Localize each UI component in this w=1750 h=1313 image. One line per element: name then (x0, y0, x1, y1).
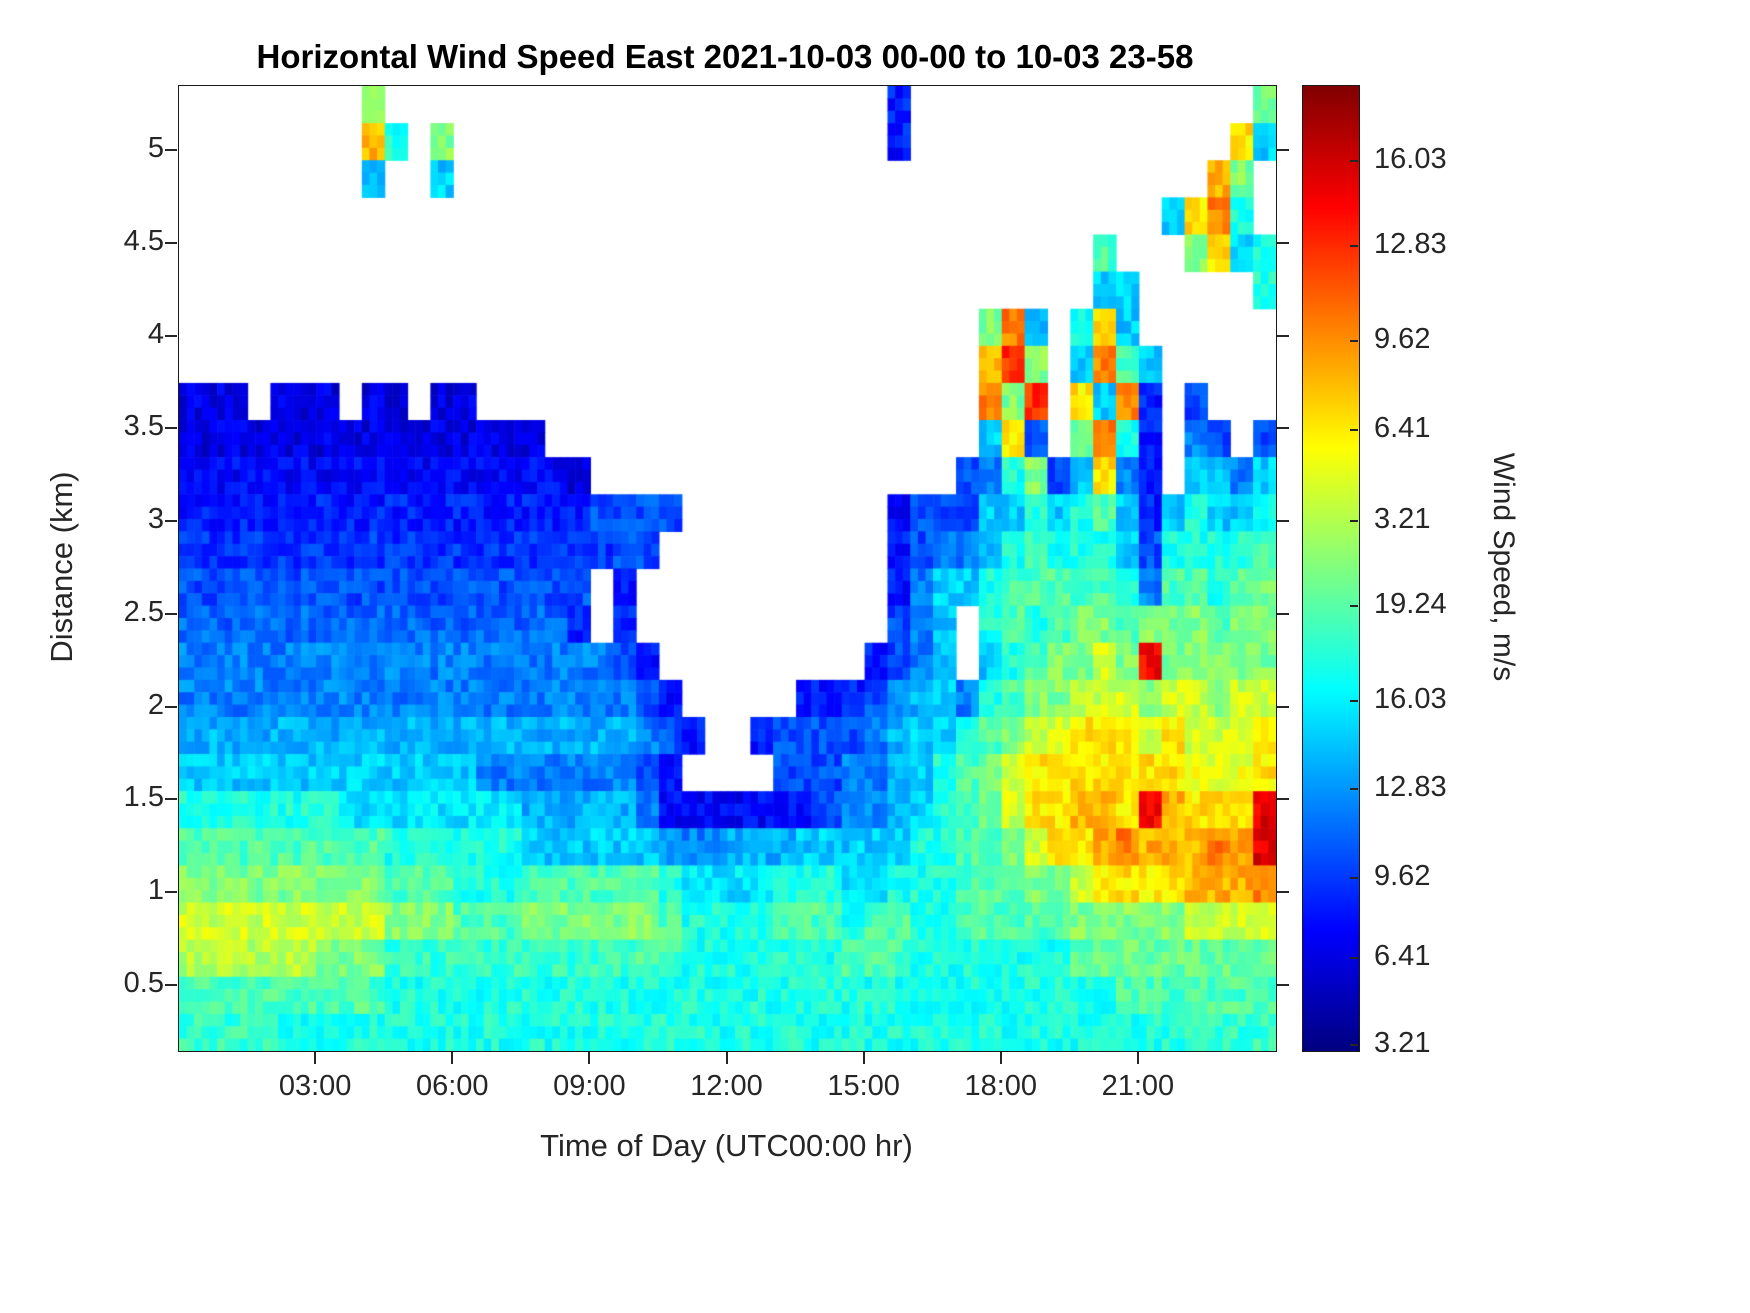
x-tick-label: 18:00 (964, 1070, 1038, 1102)
colorbar-tick-mark (1350, 429, 1358, 432)
x-tick-label: 09:00 (553, 1070, 626, 1102)
y-tick-label: 5 (147, 131, 164, 164)
y-tick-mark-left (165, 984, 177, 987)
y-axis-label: Distance (km) (44, 471, 79, 663)
colorbar-tick-mark (1350, 245, 1358, 248)
y-tick-mark-left (165, 891, 177, 894)
colorbar-tick-mark (1350, 1044, 1358, 1047)
colorbar-tick-mark (1350, 699, 1358, 702)
y-tick-mark-right (1277, 241, 1289, 244)
x-axis-label: Time of Day (UTC00:00 hr) (540, 1128, 913, 1163)
y-tick-mark-left (165, 241, 177, 244)
colorbar-tick-label: 16.03 (1374, 682, 1447, 715)
y-tick-label: 2.5 (123, 595, 164, 628)
colorbar-tick-label: 19.24 (1374, 588, 1447, 621)
y-tick-mark-right (1277, 891, 1289, 894)
colorbar-tick-label: 12.83 (1374, 771, 1447, 804)
y-tick-mark-left (165, 798, 177, 801)
x-tick-label: 03:00 (278, 1070, 352, 1102)
plot-area (178, 85, 1277, 1052)
y-tick-mark-left (165, 334, 177, 337)
colorbar-tick-label: 6.41 (1374, 940, 1431, 973)
colorbar-tick-mark (1350, 160, 1358, 163)
y-tick-label: 0.5 (123, 967, 164, 1000)
x-tick-mark (314, 1052, 317, 1064)
colorbar-tick-label: 12.83 (1374, 228, 1447, 261)
y-tick-label: 3 (147, 503, 164, 536)
colorbar-tick-mark (1350, 520, 1358, 523)
y-tick-label: 1 (147, 874, 164, 907)
x-tick-label: 21:00 (1101, 1070, 1175, 1102)
x-tick-label: 15:00 (827, 1070, 900, 1102)
colorbar-label: Wind Speed, m/s (1487, 452, 1520, 682)
y-tick-mark-right (1277, 612, 1289, 615)
colorbar-tick-label: 9.62 (1374, 860, 1431, 893)
colorbar-tick-mark (1350, 339, 1358, 342)
colorbar (1302, 85, 1360, 1052)
y-tick-label: 4.5 (123, 224, 164, 257)
colorbar-tick-mark (1350, 957, 1358, 960)
y-tick-mark-right (1277, 520, 1289, 523)
x-tick-mark (451, 1052, 454, 1064)
y-tick-mark-right (1277, 984, 1289, 987)
x-tick-mark (999, 1052, 1002, 1064)
y-tick-mark-left (165, 520, 177, 523)
chart-title: Horizontal Wind Speed East 2021-10-03 00… (256, 38, 1194, 75)
x-tick-mark (725, 1052, 728, 1064)
y-tick-mark-right (1277, 148, 1289, 151)
x-tick-mark (862, 1052, 865, 1064)
colorbar-tick-mark (1350, 788, 1358, 791)
colorbar-tick-label: 6.41 (1374, 412, 1431, 445)
heatmap-canvas (179, 86, 1276, 1051)
y-tick-label: 1.5 (123, 781, 164, 814)
y-tick-mark-left (165, 427, 177, 430)
colorbar-tick-mark (1350, 877, 1358, 880)
colorbar-tick-label: 3.21 (1374, 1027, 1431, 1060)
x-tick-mark (1136, 1052, 1139, 1064)
colorbar-tick-label: 3.21 (1374, 503, 1431, 536)
y-tick-mark-left (165, 612, 177, 615)
y-tick-mark-right (1277, 798, 1289, 801)
x-tick-label: 12:00 (690, 1070, 763, 1102)
y-tick-mark-right (1277, 705, 1289, 708)
colorbar-tick-label: 9.62 (1374, 322, 1431, 355)
y-tick-label: 3.5 (123, 410, 164, 443)
y-tick-label: 4 (147, 317, 164, 350)
x-tick-label: 06:00 (415, 1070, 489, 1102)
x-tick-mark (588, 1052, 591, 1064)
y-tick-label: 2 (147, 688, 164, 721)
y-tick-mark-right (1277, 334, 1289, 337)
colorbar-tick-mark (1350, 605, 1358, 608)
y-tick-mark-right (1277, 427, 1289, 430)
colorbar-tick-label: 16.03 (1374, 143, 1447, 176)
y-tick-mark-left (165, 148, 177, 151)
y-tick-mark-left (165, 705, 177, 708)
